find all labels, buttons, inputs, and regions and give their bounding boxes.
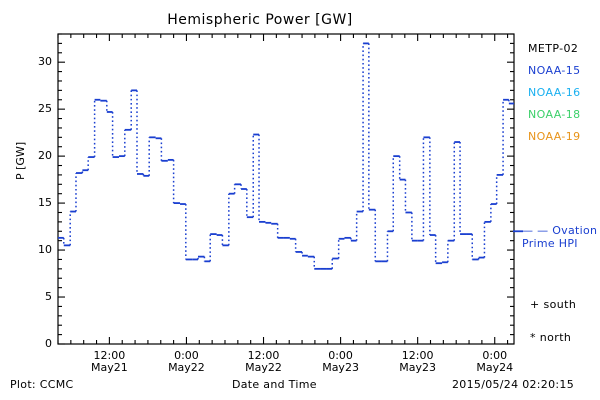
y-tick-label: 5 [45, 290, 52, 304]
x-axis-title: Date and Time [232, 378, 317, 391]
ovation-prime-legend-label: — — Ovation Prime HPI [522, 224, 597, 250]
series-layer [58, 42, 514, 270]
x-tick-time: 0:00 [482, 349, 508, 362]
x-tick-label: 12:00 May21 [77, 350, 141, 374]
y-tick-label: 20 [38, 149, 52, 163]
legend-item-metp-02[interactable]: METP-02 [528, 42, 579, 55]
legend-item-noaa-16[interactable]: NOAA-16 [528, 86, 581, 99]
x-tick-date: May21 [91, 361, 128, 374]
symbol-legend-north: * north [530, 331, 571, 344]
symbol-glyph-north: * [530, 331, 540, 344]
y-tick-label: 10 [38, 243, 52, 257]
x-tick-date: May24 [476, 361, 514, 374]
x-tick-time: 12:00 [401, 349, 434, 362]
x-tick-date: May23 [322, 361, 359, 374]
x-tick-label: 0:00 May24 [463, 350, 527, 374]
x-tick-time: 0:00 [328, 349, 353, 362]
footer-plot-source: Plot: CCMC [10, 378, 74, 391]
axes-layer [57, 33, 515, 345]
symbol-legend-south: + south [530, 298, 576, 311]
legend-item-noaa-15[interactable]: NOAA-15 [528, 64, 581, 77]
x-tick-label: 12:00 May22 [232, 350, 296, 374]
y-tick-label: 25 [38, 102, 52, 116]
symbol-glyph-south: + [530, 298, 544, 311]
x-tick-time: 0:00 [174, 349, 199, 362]
x-tick-label: 0:00 May22 [154, 350, 218, 374]
x-tick-time: 12:00 [93, 349, 126, 362]
x-tick-label: 12:00 May23 [386, 350, 450, 374]
x-tick-time: 12:00 [247, 349, 280, 362]
series-noaa-15 [58, 42, 514, 270]
symbol-label-north: north [539, 331, 572, 344]
legend-item-noaa-18[interactable]: NOAA-18 [528, 108, 581, 121]
y-tick-label: 0 [45, 337, 52, 350]
legend-item-noaa-19[interactable]: NOAA-19 [528, 130, 581, 143]
chart-title: Hemispheric Power [GW] [167, 12, 353, 28]
ovation-legend-line2: Prime HPI [522, 237, 578, 251]
x-tick-label: 0:00 May23 [309, 350, 373, 374]
x-tick-date: May22 [245, 361, 282, 374]
x-tick-date: May22 [168, 361, 205, 374]
ovation-legend-line1: — — Ovation [522, 224, 598, 238]
footer-timestamp: 2015/05/24 02:20:15 [452, 378, 575, 391]
symbol-label-south: south [543, 298, 577, 311]
y-tick-label: 15 [38, 196, 52, 210]
x-tick-date: May23 [399, 361, 437, 374]
y-tick-label: 30 [38, 55, 52, 69]
